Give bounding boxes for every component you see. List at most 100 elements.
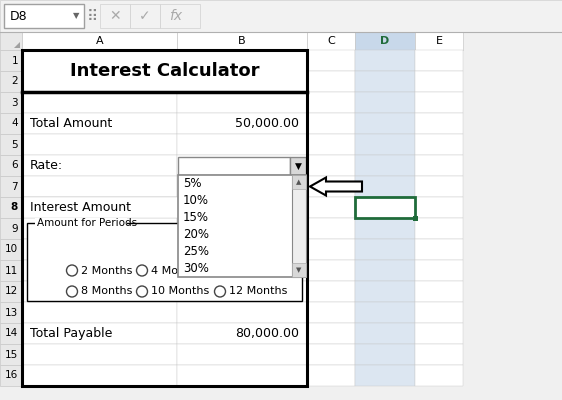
Bar (22, 365, 177, 386)
Bar (177, 239, 307, 260)
Bar (307, 302, 355, 323)
Text: D: D (380, 36, 389, 46)
Bar (355, 344, 415, 365)
Text: 4: 4 (11, 118, 18, 128)
Bar (177, 113, 307, 134)
Bar (177, 260, 307, 281)
Bar (22, 50, 307, 92)
Bar (307, 92, 355, 113)
Text: Rate:: Rate: (30, 159, 63, 172)
Bar (22, 239, 177, 260)
Text: 5: 5 (11, 140, 18, 150)
Bar (355, 92, 415, 113)
Bar (22, 344, 177, 365)
Bar (307, 239, 355, 260)
FancyArrow shape (310, 178, 362, 196)
Bar (0, 32, 22, 50)
Bar (415, 92, 463, 113)
Bar (0, 50, 22, 71)
Bar (22, 323, 177, 344)
Bar (415, 134, 463, 155)
Bar (22, 92, 177, 113)
Bar (355, 113, 415, 134)
Bar (22, 32, 177, 50)
Bar (307, 323, 355, 344)
Bar (307, 260, 355, 281)
Bar (0, 92, 22, 113)
Text: 10%: 10% (183, 194, 209, 207)
Bar (22, 50, 307, 386)
Text: A: A (96, 36, 103, 46)
Bar (415, 218, 463, 239)
Bar (415, 323, 463, 344)
Bar (177, 197, 307, 218)
Bar (22, 197, 177, 218)
Bar (415, 32, 463, 50)
Circle shape (216, 265, 228, 276)
Bar (415, 344, 463, 365)
Text: 11: 11 (4, 266, 18, 276)
Text: 3: 3 (11, 98, 18, 108)
Text: Amount for Periods: Amount for Periods (37, 218, 137, 228)
Bar (22, 260, 177, 281)
Bar (415, 197, 463, 218)
Circle shape (66, 265, 78, 276)
Text: Total Amount: Total Amount (30, 117, 112, 130)
Bar (415, 71, 463, 92)
Text: 8: 8 (11, 202, 18, 212)
Text: 50,000.00: 50,000.00 (235, 117, 299, 130)
Text: 30%: 30% (183, 262, 209, 275)
Bar (355, 71, 415, 92)
Text: 20%: 20% (183, 228, 209, 241)
Text: 14: 14 (4, 328, 18, 338)
Bar (355, 302, 415, 323)
Bar (0, 323, 22, 344)
Bar (0, 344, 22, 365)
Bar (0, 71, 22, 92)
Text: 2: 2 (11, 76, 18, 86)
Text: ✓: ✓ (139, 9, 151, 23)
Bar (0, 302, 22, 323)
Bar (355, 365, 415, 386)
Text: 6: 6 (11, 160, 18, 170)
Bar (415, 365, 463, 386)
Text: B: B (238, 36, 246, 46)
Bar (307, 113, 355, 134)
Bar (355, 197, 415, 218)
Text: Total Payable: Total Payable (30, 327, 112, 340)
Text: C: C (327, 36, 335, 46)
Text: 9: 9 (11, 224, 18, 234)
Bar (22, 113, 177, 134)
Text: 7: 7 (11, 182, 18, 192)
Text: 10 Months: 10 Months (151, 286, 209, 296)
Bar (27, 223, 302, 301)
Text: D8: D8 (10, 10, 28, 22)
Bar (160, 4, 200, 28)
Text: 15%: 15% (183, 211, 209, 224)
Bar (415, 302, 463, 323)
Bar (178, 157, 290, 175)
Bar (290, 157, 306, 175)
Text: 1: 1 (11, 56, 18, 66)
Bar (292, 175, 306, 277)
Bar (177, 281, 307, 302)
Text: ▲: ▲ (296, 179, 302, 185)
Bar (413, 216, 418, 221)
Bar (307, 176, 355, 197)
Bar (355, 218, 415, 239)
Bar (0, 260, 22, 281)
Text: 4 Months: 4 Months (151, 266, 202, 276)
Bar (177, 155, 307, 176)
Circle shape (219, 267, 225, 274)
Bar (22, 155, 177, 176)
Text: 13: 13 (4, 308, 18, 318)
Bar (415, 239, 463, 260)
Bar (415, 281, 463, 302)
Bar (177, 71, 307, 92)
Circle shape (137, 286, 147, 297)
Bar (22, 281, 177, 302)
Bar (22, 50, 177, 71)
Text: 25%: 25% (183, 245, 209, 258)
Bar (0, 155, 22, 176)
Bar (0, 281, 22, 302)
